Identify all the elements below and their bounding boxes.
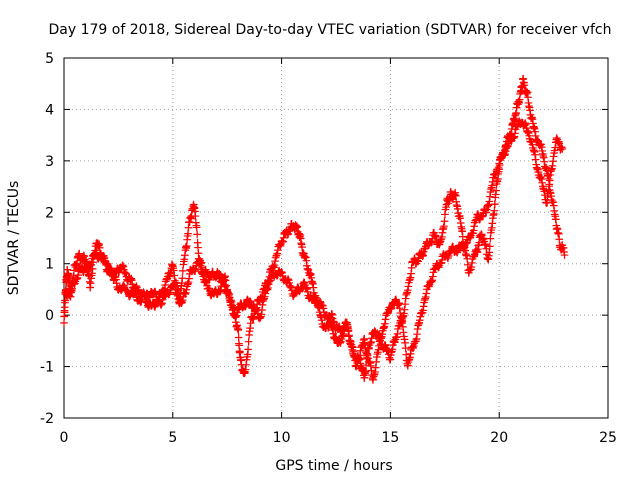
data-point bbox=[107, 266, 116, 274]
data-point bbox=[104, 262, 112, 270]
data-point bbox=[138, 295, 146, 303]
y-axis-label: SDTVAR / TECUs bbox=[6, 181, 22, 296]
data-point bbox=[152, 290, 160, 298]
data-point bbox=[191, 212, 200, 220]
data-point bbox=[193, 230, 201, 239]
data-point bbox=[136, 298, 145, 306]
chart-title: Day 179 of 2018, Sidereal Day-to-day VTE… bbox=[48, 22, 611, 38]
data-point bbox=[492, 186, 500, 195]
axis-ticks: 0 5 10 15 20 25 -2 -1 0 1 2 3 4 5 bbox=[40, 51, 617, 446]
data-point bbox=[100, 254, 109, 262]
y-tick-label: 4 bbox=[45, 102, 54, 118]
x-axis-label: GPS time / hours bbox=[275, 458, 392, 474]
y-tick-label: 0 bbox=[45, 308, 54, 324]
y-tick-label: 3 bbox=[45, 154, 54, 170]
data-point bbox=[555, 235, 564, 244]
x-tick-label: 15 bbox=[381, 430, 399, 446]
data-point bbox=[61, 296, 69, 305]
data-point bbox=[361, 367, 370, 376]
x-tick-label: 20 bbox=[490, 430, 508, 446]
data-point bbox=[485, 248, 494, 257]
data-point bbox=[491, 200, 499, 208]
data-point bbox=[192, 223, 201, 232]
x-tick-label: 25 bbox=[599, 430, 617, 446]
data-point bbox=[486, 242, 494, 251]
y-tick-label: 5 bbox=[45, 51, 54, 67]
grid-lines bbox=[64, 58, 608, 418]
data-point bbox=[132, 290, 140, 299]
data-point bbox=[110, 272, 119, 281]
x-tick-label: 0 bbox=[60, 430, 69, 446]
data-point bbox=[244, 337, 253, 346]
data-point bbox=[112, 275, 120, 284]
data-point bbox=[451, 191, 460, 200]
data-point bbox=[112, 279, 121, 288]
plot-area bbox=[63, 57, 609, 419]
data-point bbox=[558, 145, 567, 153]
data-point bbox=[234, 333, 243, 342]
y-tick-label: -2 bbox=[40, 411, 54, 427]
x-tick-label: 10 bbox=[273, 430, 291, 446]
data-point bbox=[440, 217, 449, 226]
data-point bbox=[560, 251, 569, 259]
data-point bbox=[60, 319, 68, 327]
data-points bbox=[60, 74, 569, 384]
data-point bbox=[179, 267, 187, 275]
x-tick-label: 5 bbox=[168, 430, 177, 446]
y-tick-label: 1 bbox=[45, 257, 54, 273]
data-point bbox=[182, 242, 191, 250]
data-point bbox=[490, 206, 499, 215]
data-point bbox=[234, 326, 243, 334]
data-point bbox=[401, 344, 410, 352]
y-tick-label: -1 bbox=[40, 360, 54, 376]
data-point bbox=[145, 293, 154, 302]
data-point bbox=[551, 215, 560, 224]
data-point bbox=[244, 345, 252, 354]
data-point bbox=[158, 299, 166, 308]
y-tick-label: 2 bbox=[45, 205, 54, 221]
data-point bbox=[178, 274, 187, 283]
